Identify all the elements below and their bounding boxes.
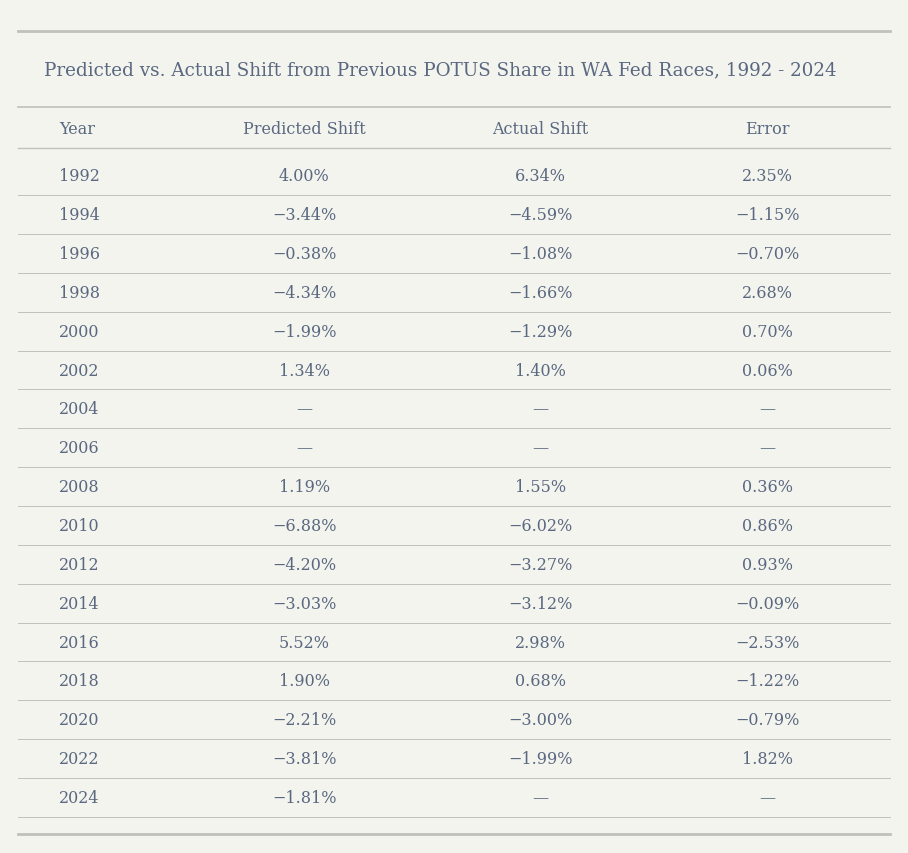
- Text: −1.15%: −1.15%: [735, 207, 800, 223]
- Text: 2002: 2002: [59, 363, 100, 379]
- Text: 1996: 1996: [59, 246, 100, 263]
- Text: 2016: 2016: [59, 634, 100, 651]
- Text: 2.68%: 2.68%: [742, 285, 793, 301]
- Text: −1.22%: −1.22%: [735, 673, 799, 689]
- Text: 0.36%: 0.36%: [742, 479, 793, 496]
- Text: −3.03%: −3.03%: [272, 595, 336, 612]
- Text: 6.34%: 6.34%: [515, 168, 566, 185]
- Text: −3.00%: −3.00%: [508, 711, 572, 728]
- Text: −6.02%: −6.02%: [508, 518, 572, 534]
- Text: −1.08%: −1.08%: [508, 246, 572, 263]
- Text: —: —: [532, 401, 548, 418]
- Text: 2014: 2014: [59, 595, 100, 612]
- Text: —: —: [532, 440, 548, 456]
- Text: Error: Error: [745, 121, 790, 138]
- Text: 4.00%: 4.00%: [279, 168, 330, 185]
- Text: 0.06%: 0.06%: [742, 363, 793, 379]
- Text: 2006: 2006: [59, 440, 100, 456]
- Text: 2.35%: 2.35%: [742, 168, 793, 185]
- Text: −6.88%: −6.88%: [271, 518, 337, 534]
- Text: −1.99%: −1.99%: [271, 323, 337, 340]
- Text: −4.59%: −4.59%: [508, 207, 572, 223]
- Text: 1.82%: 1.82%: [742, 751, 793, 767]
- Text: −2.21%: −2.21%: [272, 711, 336, 728]
- Text: 0.70%: 0.70%: [742, 323, 793, 340]
- Text: 2008: 2008: [59, 479, 100, 496]
- Text: 2010: 2010: [59, 518, 100, 534]
- Text: −3.27%: −3.27%: [508, 556, 572, 573]
- Text: Predicted Shift: Predicted Shift: [242, 121, 366, 138]
- Text: —: —: [759, 789, 775, 806]
- Text: −1.99%: −1.99%: [508, 751, 573, 767]
- Text: −1.29%: −1.29%: [508, 323, 572, 340]
- Text: −4.20%: −4.20%: [272, 556, 336, 573]
- Text: 1992: 1992: [59, 168, 100, 185]
- Text: −3.44%: −3.44%: [272, 207, 336, 223]
- Text: 1.19%: 1.19%: [279, 479, 330, 496]
- Text: 5.52%: 5.52%: [279, 634, 330, 651]
- Text: —: —: [532, 789, 548, 806]
- Text: 0.93%: 0.93%: [742, 556, 793, 573]
- Text: 1.34%: 1.34%: [279, 363, 330, 379]
- Text: −1.66%: −1.66%: [508, 285, 573, 301]
- Text: —: —: [296, 440, 312, 456]
- Text: −2.53%: −2.53%: [735, 634, 799, 651]
- Text: 1.55%: 1.55%: [515, 479, 566, 496]
- Text: 1994: 1994: [59, 207, 100, 223]
- Text: Actual Shift: Actual Shift: [492, 121, 588, 138]
- Text: −0.09%: −0.09%: [735, 595, 799, 612]
- Text: −0.70%: −0.70%: [735, 246, 799, 263]
- Text: 1998: 1998: [59, 285, 100, 301]
- Text: —: —: [296, 401, 312, 418]
- Text: −3.12%: −3.12%: [508, 595, 572, 612]
- Text: −3.81%: −3.81%: [271, 751, 337, 767]
- Text: −0.79%: −0.79%: [735, 711, 799, 728]
- Text: 1.40%: 1.40%: [515, 363, 566, 379]
- Text: 2018: 2018: [59, 673, 100, 689]
- Text: 2020: 2020: [59, 711, 100, 728]
- Text: —: —: [759, 440, 775, 456]
- Text: 2004: 2004: [59, 401, 100, 418]
- Text: —: —: [759, 401, 775, 418]
- Text: 2000: 2000: [59, 323, 100, 340]
- Text: 2.98%: 2.98%: [515, 634, 566, 651]
- Text: −1.81%: −1.81%: [271, 789, 337, 806]
- Text: Predicted vs. Actual Shift from Previous POTUS Share in WA Fed Races, 1992 - 202: Predicted vs. Actual Shift from Previous…: [44, 61, 836, 79]
- Text: 0.86%: 0.86%: [742, 518, 793, 534]
- Text: 2022: 2022: [59, 751, 100, 767]
- Text: −0.38%: −0.38%: [272, 246, 336, 263]
- Text: 0.68%: 0.68%: [515, 673, 566, 689]
- Text: 2012: 2012: [59, 556, 100, 573]
- Text: −4.34%: −4.34%: [272, 285, 336, 301]
- Text: 2024: 2024: [59, 789, 100, 806]
- Text: Year: Year: [59, 121, 95, 138]
- Text: 1.90%: 1.90%: [279, 673, 330, 689]
